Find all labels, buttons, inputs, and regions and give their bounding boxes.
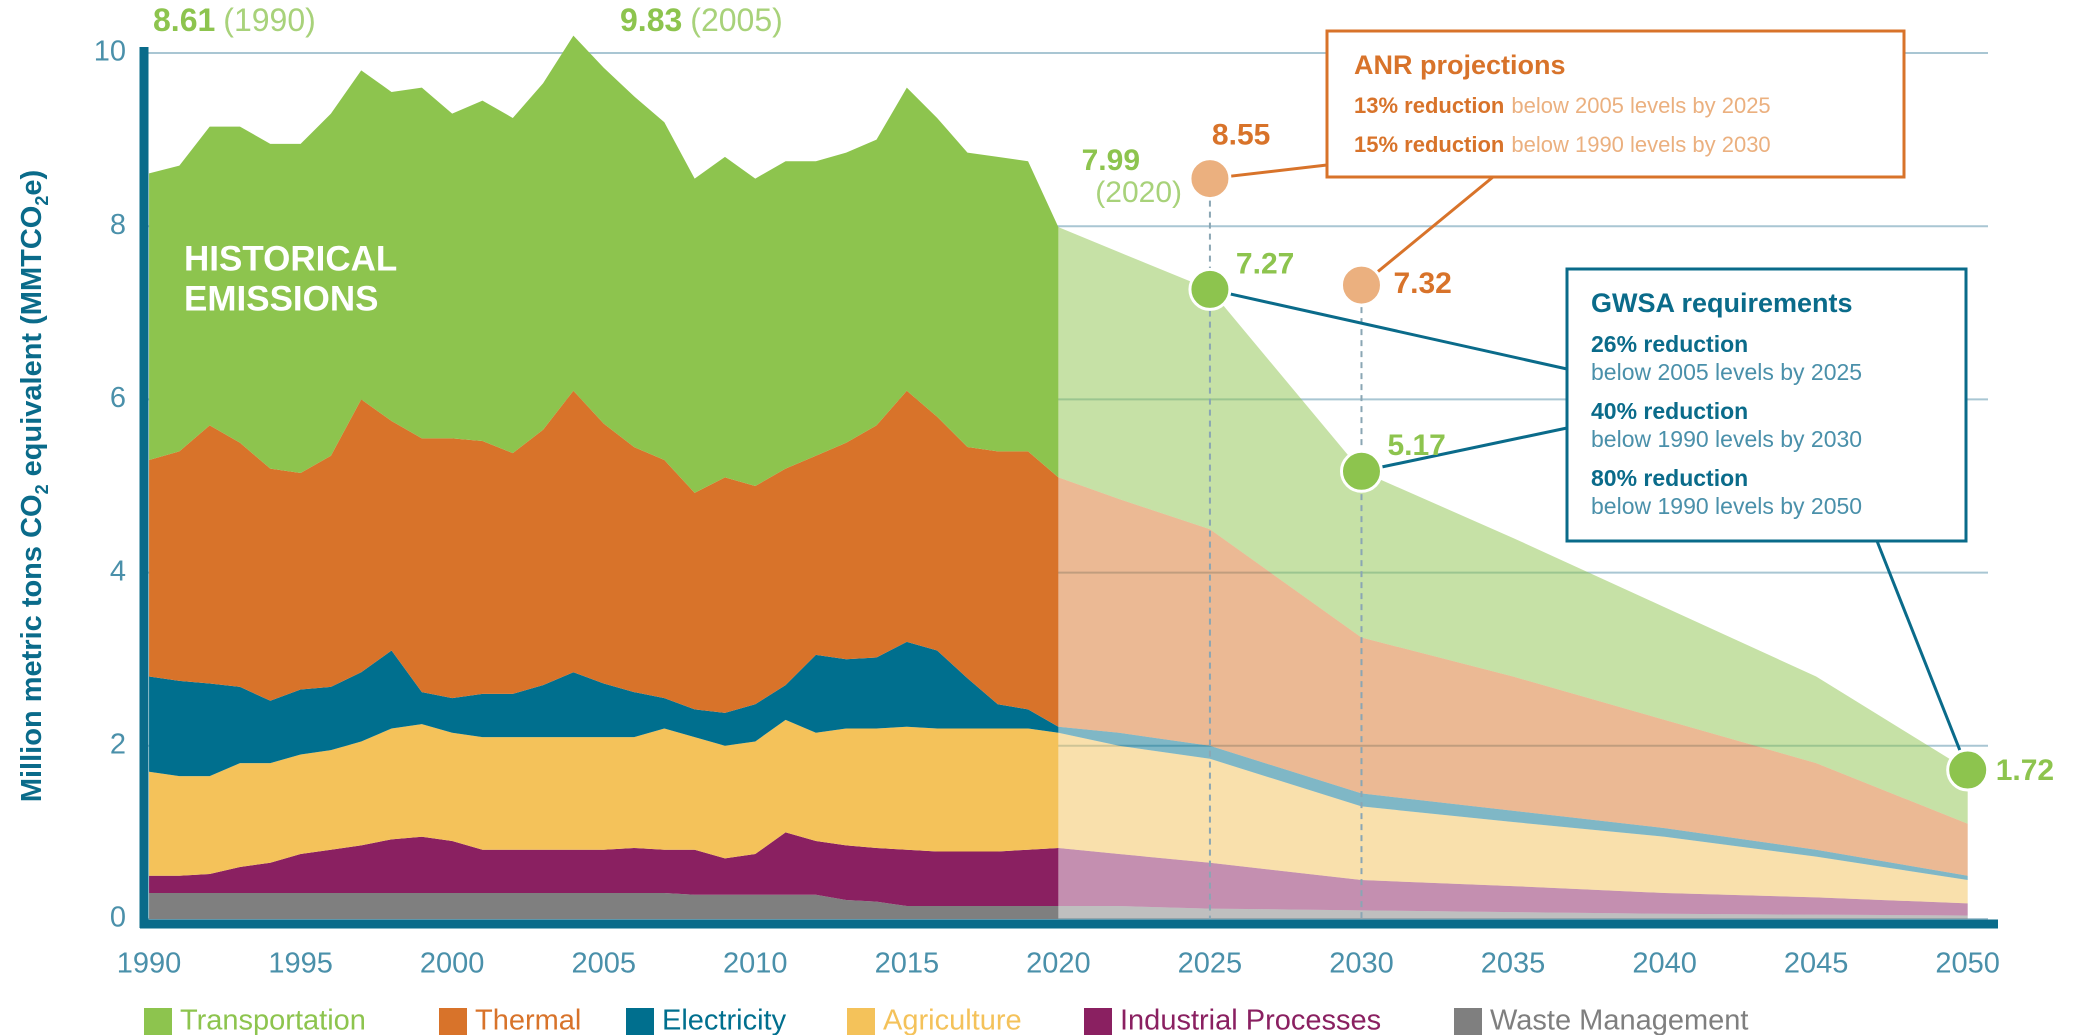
boxes: ANR projections 13% reduction below 2005 l…: [1354, 50, 1862, 519]
peak-label: 9.83 (2005): [620, 2, 783, 38]
x-tick-label: 2030: [1329, 948, 1394, 980]
anr-point-label: 8.55: [1212, 118, 1270, 151]
area-2: [1058, 732, 1968, 904]
gwsa-point: [1339, 449, 1383, 493]
y-tick-label: 4: [110, 555, 126, 587]
gwsa-item-text: below 1990 levels by 2030: [1591, 426, 1862, 452]
gwsa-point-label: 1.72: [1996, 754, 2054, 787]
area-1: [1058, 847, 1968, 916]
gwsa-point-label: 5.17: [1387, 429, 1445, 462]
y-axis-label: Million metric tons CO2 equivalent (MMTC…: [16, 170, 52, 802]
anr-point-label: 7.32: [1393, 267, 1451, 300]
anr-item-text: below 2005 levels by 2025: [1511, 93, 1770, 118]
peak-year: (1990): [223, 2, 316, 38]
peak-year: (2005): [690, 2, 783, 38]
legend: Transportation Thermal Electricity Agricult…: [144, 1005, 1748, 1035]
y-tick-label: 6: [110, 382, 126, 414]
x-tick-label: 2040: [1632, 948, 1697, 980]
area-0: [149, 893, 1059, 919]
y-axis-label-part: Million metric tons CO: [16, 494, 48, 802]
y-tick-label: 0: [110, 902, 126, 934]
x-tick-label: 2010: [723, 948, 788, 980]
x-tick-label: 2020: [1026, 948, 1091, 980]
legend-label: Transportation: [180, 1005, 366, 1035]
gwsa-point: [1946, 748, 1990, 792]
x-tick-label: 2000: [420, 948, 485, 980]
legend-swatch: [1084, 1008, 1112, 1035]
gwsa-item-text: below 1990 levels by 2050: [1591, 493, 1862, 519]
y-axis-label-part: 2: [32, 484, 52, 494]
peak-value: 9.83: [620, 2, 682, 38]
legend-label: Waste Management: [1490, 1005, 1748, 1035]
y-tick-label: 10: [94, 36, 126, 68]
legend-label: Thermal: [475, 1005, 581, 1035]
legend-swatch: [626, 1008, 654, 1035]
gwsa-item-bold: 26% reduction: [1591, 331, 1748, 357]
x-tick-label: 2005: [571, 948, 636, 980]
historical-label: HISTORICAL: [184, 239, 397, 278]
legend-label: Industrial Processes: [1120, 1005, 1381, 1035]
anr-item-bold: 13% reduction: [1354, 93, 1504, 118]
gwsa-item-bold: 40% reduction: [1591, 398, 1748, 424]
gwsa-title: GWSA requirements: [1591, 288, 1853, 318]
x-tick-label: 2035: [1481, 948, 1546, 980]
y-tick-label: 8: [110, 209, 126, 241]
peak-value: 8.61: [153, 2, 215, 38]
peak-value: 7.99: [1082, 144, 1140, 177]
legend-swatch: [144, 1008, 172, 1035]
peak-label: 8.61 (1990): [153, 2, 316, 38]
area-5: [1058, 227, 1968, 824]
gwsa-item-bold: 80% reduction: [1591, 465, 1748, 491]
gwsa-item-text: below 2005 levels by 2025: [1591, 359, 1862, 385]
gwsa-callout: [1209, 287, 1568, 371]
legend-label: Electricity: [662, 1005, 787, 1035]
area-4: [149, 390, 1059, 727]
anr-point: [1339, 263, 1383, 307]
anr-box: [1325, 29, 1906, 179]
gwsa-point: [1188, 267, 1232, 311]
peak-year: (2020): [1095, 176, 1182, 209]
anr-callout: [1360, 175, 1494, 287]
historical-label: EMISSIONS: [184, 279, 378, 318]
axes: 0 2 4 6 8 10 1990 1995 2000 2005 2010 2015 2020 2025 2…: [16, 36, 2000, 980]
gwsa-box: [1565, 267, 1968, 543]
anr-point: [1188, 157, 1232, 201]
gwsa-callout: [1875, 540, 1970, 771]
x-tick-label: 1995: [268, 948, 333, 980]
anr-item: 15% reduction below 1990 levels by 2030: [1354, 132, 1771, 157]
y-axis-label-part: equivalent (MMTCO: [16, 206, 48, 485]
area-5: [149, 35, 1059, 493]
anr-item: 13% reduction below 2005 levels by 2025: [1354, 93, 1771, 118]
x-tick-label: 2050: [1935, 948, 2000, 980]
anr-item-bold: 15% reduction: [1354, 132, 1504, 157]
areas: [149, 35, 1968, 919]
gwsa-point-label: 7.27: [1236, 247, 1294, 280]
y-axis-label-part: 2: [32, 196, 52, 206]
x-tick-label: 1990: [117, 948, 182, 980]
x-tick-label: 2015: [875, 948, 940, 980]
anr-item-text: below 1990 levels by 2030: [1511, 132, 1770, 157]
x-tick-label: 2045: [1784, 948, 1849, 980]
legend-swatch: [1454, 1008, 1482, 1035]
area-0: [1058, 906, 1968, 919]
area-3: [1058, 726, 1968, 881]
area-2: [149, 719, 1059, 876]
anr-title: ANR projections: [1354, 50, 1566, 80]
legend-swatch: [439, 1008, 467, 1035]
y-axis-label-part: e): [16, 170, 48, 196]
gwsa-callout: [1361, 426, 1568, 473]
y-tick-label: 2: [110, 728, 126, 760]
area-1: [149, 832, 1059, 907]
legend-label: Agriculture: [883, 1005, 1022, 1035]
area-3: [149, 641, 1059, 777]
x-tick-label: 2025: [1178, 948, 1243, 980]
legend-swatch: [847, 1008, 875, 1035]
